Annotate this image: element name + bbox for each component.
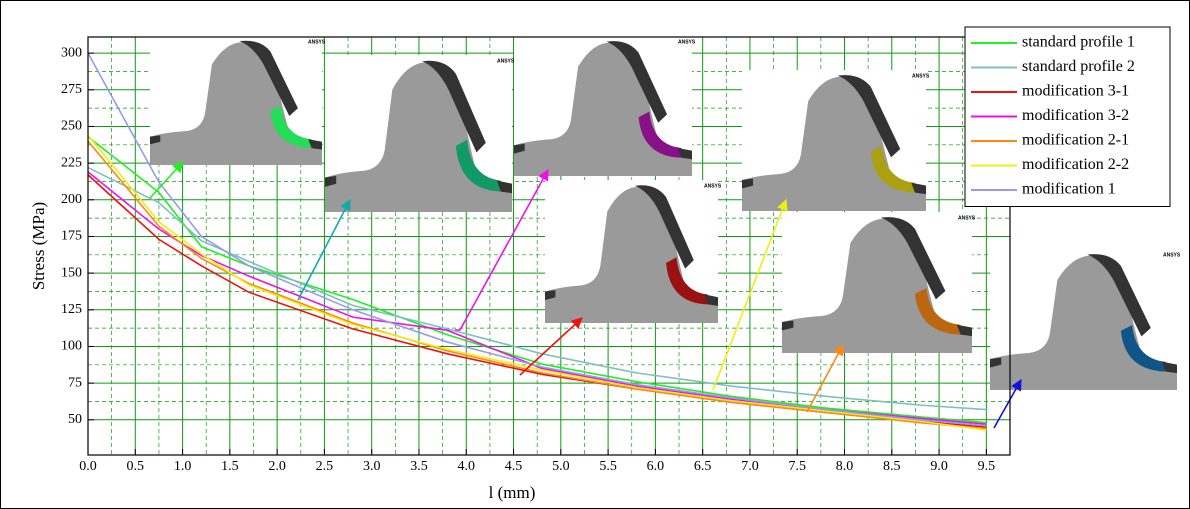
y-tick-label: 300	[61, 45, 82, 60]
x-tick-label: 3.5	[410, 459, 428, 474]
x-tick-label: 4.5	[505, 459, 523, 474]
x-tick-label: 7.0	[741, 459, 759, 474]
y-tick-label: 125	[61, 302, 82, 317]
x-tick-label: 5.0	[552, 459, 570, 474]
page: {"chart_data": {"type": "line", "x_label…	[0, 0, 1190, 509]
y-axis-label: Stress (MPa)	[29, 202, 48, 290]
legend-label: modification 1	[1022, 181, 1116, 198]
x-tick-label: 8.5	[883, 459, 901, 474]
inset: ANSYS	[325, 55, 515, 212]
inset: ANSYS	[782, 212, 976, 353]
x-tick-label: 7.5	[788, 459, 806, 474]
x-tick-label: 2.5	[316, 459, 334, 474]
legend-label: standard profile 1	[1022, 34, 1135, 51]
y-tick-label: 150	[61, 265, 82, 280]
x-tick-label: 4.0	[458, 459, 476, 474]
x-tick-label: 0.5	[127, 459, 145, 474]
legend-label: modification 3-2	[1022, 107, 1129, 124]
legend-label: modification 2-1	[1022, 132, 1129, 149]
inset-label: ANSYS	[678, 39, 696, 45]
y-tick-label: 200	[61, 192, 82, 207]
x-tick-label: 9.5	[978, 459, 996, 474]
inset-label: ANSYS	[308, 39, 326, 45]
inset: ANSYS	[545, 180, 722, 323]
y-tick-label: 250	[61, 119, 82, 134]
y-tick-label: 225	[61, 155, 82, 170]
y-tick-label: 275	[61, 82, 82, 97]
inset: ANSYS	[990, 249, 1181, 390]
inset-label: ANSYS	[1163, 252, 1181, 258]
x-tick-label: 1.5	[221, 459, 239, 474]
legend-label: modification 2-2	[1022, 156, 1129, 173]
y-tick-label: 50	[68, 412, 82, 427]
x-tick-label: 2.0	[268, 459, 286, 474]
inset-label: ANSYS	[704, 183, 722, 189]
inset: ANSYS	[150, 36, 326, 165]
legend-label: standard profile 2	[1022, 58, 1135, 75]
x-tick-label: 6.0	[647, 459, 665, 474]
x-tick-label: 8.0	[836, 459, 854, 474]
legend: standard profile 1 standard profile 2 modi…	[965, 27, 1170, 207]
inset-label: ANSYS	[958, 215, 976, 221]
inset: ANSYS	[742, 70, 930, 211]
chart: ANSYS ANSYS ANSYS ANSYS ANSYS ANSYS ANSY…	[0, 0, 1190, 509]
y-tick-label: 100	[61, 339, 82, 354]
x-tick-label: 3.0	[363, 459, 381, 474]
inset-label: ANSYS	[912, 73, 930, 79]
y-tick-label: 175	[61, 229, 82, 244]
inset: ANSYS	[514, 36, 696, 176]
x-tick-label: 1.0	[174, 459, 192, 474]
x-axis-label: l (mm)	[489, 483, 536, 502]
x-tick-label: 9.0	[930, 459, 948, 474]
legend-label: modification 3-1	[1022, 83, 1129, 100]
inset-label: ANSYS	[497, 58, 515, 64]
y-tick-label: 75	[68, 375, 82, 390]
x-tick-label: 6.5	[694, 459, 712, 474]
x-tick-label: 0.0	[79, 459, 97, 474]
x-tick-label: 5.5	[599, 459, 617, 474]
